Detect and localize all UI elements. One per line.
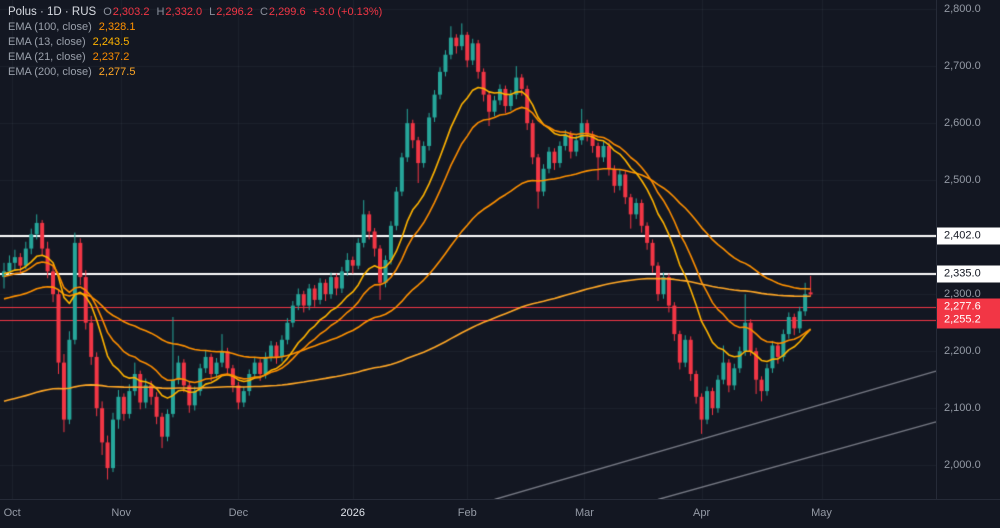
time-tick-label: Apr — [693, 507, 711, 519]
red-line-price-badge: 2,277.6 — [937, 298, 1000, 316]
indicator-label: EMA (13, close) — [8, 36, 86, 48]
indicator-value: 2,328.1 — [98, 21, 136, 33]
price-tick-label: 2,300.0 — [944, 288, 981, 301]
time-tick-label: Oct — [3, 507, 21, 519]
time-tick-label: 2026 — [340, 507, 366, 519]
ohlc-letter: O — [103, 6, 112, 18]
time-tick-label: Dec — [228, 507, 249, 519]
indicator-legend: EMA (100, close) 2,328.1 EMA (13, close) 2,… — [8, 20, 382, 79]
time-tick-label: Nov — [111, 507, 131, 519]
time-tick-label: Feb — [457, 507, 477, 519]
white-line-price-badge: 2,335.0 — [937, 265, 1000, 283]
price-tick-label: 2,500.0 — [944, 174, 981, 187]
indicator-label: EMA (21, close) — [8, 51, 86, 63]
price-tick-label: 2,200.0 — [944, 345, 981, 358]
indicator-label: EMA (100, close) — [8, 21, 92, 33]
indicator-value: 2,277.5 — [98, 66, 136, 78]
price-axis[interactable]: 2,800.02,700.02,600.02,500.02,400.02,300… — [936, 0, 1000, 500]
ohlc-letter: H — [156, 6, 165, 18]
time-tick-label: Mar — [574, 507, 594, 519]
ohlc-value: 2,296.2 — [216, 6, 253, 18]
ohlc-value: 2,303.2 — [112, 6, 150, 18]
price-tick-label: 2,800.0 — [944, 3, 981, 16]
price-tick-label: 2,600.0 — [944, 117, 981, 130]
price-chart-canvas[interactable] — [0, 0, 937, 500]
ohlc-value: 2,299.6 — [268, 6, 306, 18]
ohlc-values: O2,303.2 H2,332.0 L2,296.2 C2,299.6 — [96, 6, 305, 18]
indicator-legend-row-ema100[interactable]: EMA (100, close) 2,328.1 — [8, 20, 382, 34]
indicator-legend-row-ema200[interactable]: EMA (200, close) 2,277.5 — [8, 65, 382, 79]
ohlc-letter: L — [209, 6, 216, 18]
chart-legend: Polus · 1D · RUS O2,303.2 H2,332.0 L2,296.2… — [8, 5, 382, 80]
red-line-price-badge: 2,255.2 — [937, 311, 1000, 329]
change-value: +3.0 (+0.13%) — [312, 6, 383, 18]
indicator-value: 2,243.5 — [92, 36, 130, 48]
indicator-legend-row-ema13[interactable]: EMA (13, close) 2,243.5 — [8, 35, 382, 49]
price-tick-label: 2,700.0 — [944, 60, 981, 73]
symbol-legend-row[interactable]: Polus · 1D · RUS O2,303.2 H2,332.0 L2,296.2… — [8, 5, 382, 19]
white-line-price-badge: 2,402.0 — [937, 227, 1000, 245]
indicator-legend-row-ema21[interactable]: EMA (21, close) 2,237.2 — [8, 50, 382, 64]
indicator-value: 2,237.2 — [92, 51, 130, 63]
price-tick-label: 2,000.0 — [944, 459, 981, 472]
time-tick-label: May — [811, 507, 832, 519]
ohlc-letter: C — [259, 6, 268, 18]
ohlc-value: 2,332.0 — [165, 6, 203, 18]
time-axis[interactable]: Oct Nov Dec 2026 Feb Mar Apr May — [0, 499, 1000, 528]
indicator-label: EMA (200, close) — [8, 66, 92, 78]
price-tick-label: 2,100.0 — [944, 402, 981, 415]
symbol-title[interactable]: Polus · 1D · RUS — [8, 6, 97, 18]
